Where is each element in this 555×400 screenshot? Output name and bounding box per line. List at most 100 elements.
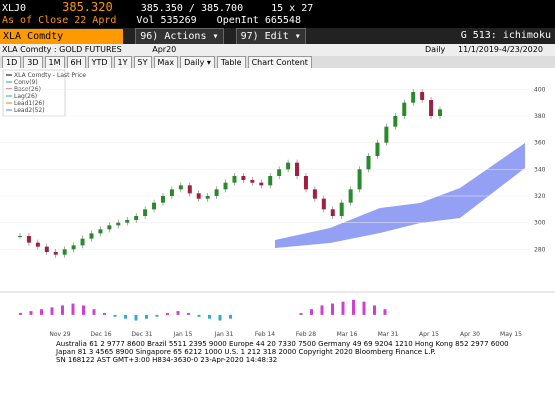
range-button[interactable]: 1Y: [113, 56, 132, 68]
range-button[interactable]: Table: [216, 56, 246, 68]
macd-bar: [19, 313, 22, 315]
candle: [295, 162, 300, 176]
candle: [152, 202, 157, 210]
security-name: XLA Comdty : GOLD FUTURES: [2, 45, 122, 54]
candle: [420, 92, 425, 100]
range-button[interactable]: Daily ▾: [180, 56, 215, 68]
legend-label: Lag(26): [14, 93, 37, 100]
x-tick-label: Jan 15: [173, 331, 193, 338]
legend-label: Conv(9): [14, 79, 38, 86]
candle: [429, 100, 434, 116]
range-button[interactable]: 6H: [66, 56, 86, 68]
x-tick-label: Jan 31: [214, 331, 234, 338]
macd-bar: [341, 301, 345, 315]
actions-button[interactable]: 96) Actions ▾: [135, 28, 224, 44]
legend-label: Lead1(26): [14, 100, 45, 107]
candle: [375, 142, 380, 156]
range-button[interactable]: 1D: [2, 56, 22, 68]
candle: [286, 162, 291, 170]
edit-button[interactable]: 97) Edit ▾: [235, 28, 306, 44]
candle: [143, 209, 148, 216]
security[interactable]: XLA Comdty: [0, 29, 124, 44]
x-tick-label: Nov 29: [49, 331, 70, 338]
candle: [178, 185, 183, 190]
size: 15 x 27: [271, 3, 314, 14]
legend-label: XLA Comdty - Last Price: [14, 72, 86, 79]
footer-line: Australia 61 2 9777 8600 Brazil 5511 239…: [56, 340, 509, 348]
macd-bar: [124, 314, 127, 319]
macd-bar: [383, 309, 387, 315]
macd-bar: [103, 313, 106, 315]
candle: [116, 222, 121, 226]
macd-bar: [113, 314, 117, 317]
candle: [134, 216, 139, 220]
candle: [223, 182, 228, 190]
footer: Australia 61 2 9777 8600 Brazil 5511 239…: [0, 340, 555, 400]
range-button[interactable]: 3D: [23, 56, 43, 68]
range-button[interactable]: 5Y: [133, 56, 152, 68]
volume: Vol 535269: [136, 15, 197, 26]
candle: [393, 116, 398, 127]
y-tick-label: 380: [534, 113, 546, 120]
macd-bar: [29, 311, 33, 315]
candle: [107, 225, 112, 230]
x-tick-label: Apr 30: [460, 331, 480, 338]
x-tick-label: Feb 28: [296, 331, 316, 338]
x-tick-label: May 15: [500, 331, 522, 338]
ticker: XLJ0: [2, 3, 27, 14]
macd-bar: [50, 307, 54, 315]
candle: [366, 156, 371, 170]
range-button[interactable]: Max: [153, 56, 179, 68]
candle: [35, 242, 40, 247]
stats-row: As of Close 22 Aprd Vol 535269 OpenInt 6…: [0, 14, 555, 28]
y-tick-label: 340: [534, 166, 546, 173]
candle: [26, 236, 31, 243]
candle: [259, 182, 264, 186]
macd-bar: [187, 313, 190, 315]
y-tick-label: 280: [534, 246, 546, 253]
candle: [169, 189, 174, 196]
macd-bar: [373, 305, 376, 315]
macd-bar: [71, 303, 75, 315]
macd-bar: [155, 314, 159, 317]
candle: [241, 176, 246, 180]
candle: [62, 249, 67, 255]
macd-bar: [208, 314, 211, 319]
footer-line: Japan 81 3 4565 8900 Singapore 65 6212 1…: [56, 348, 436, 356]
candle: [214, 189, 219, 196]
candle: [53, 252, 58, 255]
range-button[interactable]: 1M: [44, 56, 65, 68]
quote-row: XLJ0 385.320 385.350 / 385.700 15 x 27: [0, 0, 555, 14]
candle: [277, 169, 282, 176]
last: 385.320: [62, 0, 113, 14]
range-toolbar: 1D 3D 1M 6H YTD 1Y 5Y Max Daily ▾ Table Chart Cont…: [0, 56, 555, 68]
x-tick-label: Mar 16: [337, 331, 358, 338]
contract: Apr20: [152, 45, 177, 54]
macd-bar: [320, 305, 324, 315]
candle: [411, 92, 416, 103]
range-button[interactable]: Chart Content: [247, 56, 312, 68]
ichimoku-cloud: [275, 143, 525, 248]
macd-bar: [134, 314, 138, 321]
macd-bar: [229, 314, 232, 319]
candle: [71, 245, 76, 250]
macd-bar: [310, 309, 313, 315]
candle: [160, 196, 165, 203]
candle: [330, 209, 335, 216]
candle: [187, 185, 192, 194]
candle: [80, 238, 85, 246]
as-of: As of Close 22 Aprd: [2, 15, 117, 26]
macd-bar: [145, 314, 148, 319]
candle: [321, 198, 326, 210]
x-tick-label: Apr 15: [419, 331, 439, 338]
footer-line: SN 168122 AST GMT+3:00 H834-3630-0 23-Ap…: [56, 356, 278, 364]
candle: [250, 180, 255, 183]
bid-ask: 385.350 / 385.700: [140, 3, 244, 14]
macd-bar: [82, 305, 85, 315]
candle: [384, 126, 389, 143]
range-button[interactable]: YTD: [87, 56, 112, 68]
candle: [125, 220, 130, 223]
date-range: 11/1/2019-4/23/2020: [458, 45, 543, 54]
chart: XLA Comdty - Last PriceConv(9)Base(26)La…: [0, 68, 555, 340]
